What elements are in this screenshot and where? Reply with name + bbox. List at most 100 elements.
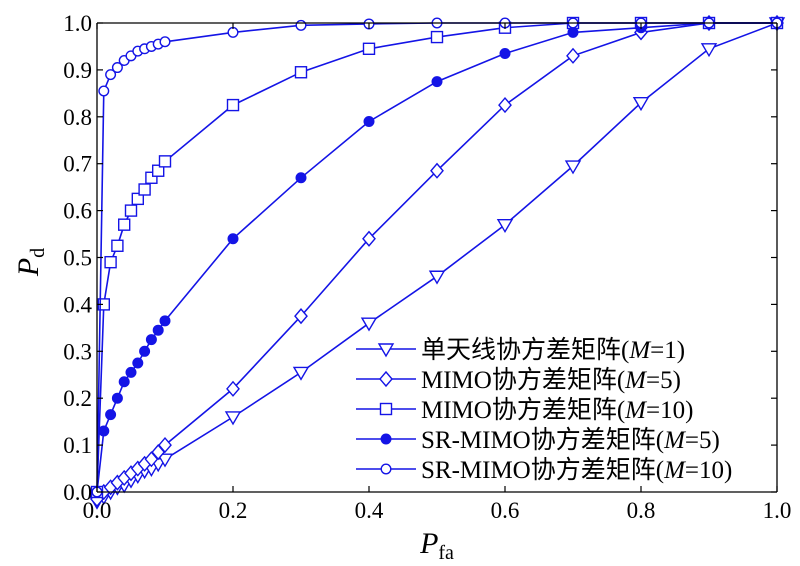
y-tick-label: 0.7 — [63, 152, 92, 177]
legend-label-post: =5) — [646, 367, 681, 394]
series-1-point — [496, 218, 514, 234]
x-tick-label: 0.0 — [83, 498, 112, 523]
series-5-point — [227, 26, 239, 38]
series-4-point — [125, 366, 137, 378]
legend-marker — [380, 433, 392, 445]
legend-item-5: SR-MIMO协方差矩阵(M=10) — [356, 456, 732, 484]
legend-label-var: M — [663, 457, 686, 484]
series-3-point — [138, 183, 151, 196]
legend-marker — [380, 463, 392, 475]
series-4-point — [111, 392, 123, 404]
series-4-point — [567, 26, 579, 38]
series-4 — [91, 17, 783, 498]
series-5-point — [98, 85, 110, 97]
series-1-point — [156, 453, 174, 468]
y-tick-label: 0.9 — [63, 58, 92, 83]
legend-label-var: M — [628, 337, 651, 364]
legend-label: SR-MIMO协方差矩阵(M=10) — [421, 456, 732, 484]
series-2-point — [294, 308, 308, 325]
y-axis-label-main: P — [12, 258, 45, 277]
series-3-point — [145, 171, 158, 184]
legend-marker — [379, 402, 393, 416]
series-4-point — [105, 409, 117, 421]
x-axis-label: Pfa — [419, 527, 454, 564]
y-tick-label: 1.0 — [63, 11, 92, 36]
y-axis-label-group: Pd — [12, 248, 49, 277]
series-4-point — [145, 334, 157, 346]
series-3-point — [104, 255, 117, 269]
series-2-point — [362, 230, 376, 247]
series-3-point — [117, 218, 131, 231]
y-tick-label: 0.6 — [63, 199, 92, 224]
y-tick-label: 0.4 — [63, 292, 92, 317]
legend-label: SR-MIMO协方差矩阵(M=5) — [421, 426, 720, 454]
series-2-point — [498, 96, 512, 114]
series-3-point — [124, 204, 138, 217]
series-1-point — [292, 366, 310, 381]
legend-label: 单天线协方差矩阵(M=1) — [421, 336, 685, 364]
series-4-point — [159, 315, 171, 327]
series-2-point — [158, 437, 172, 454]
series-1-point — [564, 160, 582, 175]
ticks-layer: 0.0 0.2 0.4 0.6 0.8 1.0 0.0 0.1 0.2 0.3 0.4 0.5 0.6 0… — [63, 11, 791, 523]
series-3-point — [111, 239, 124, 252]
legend-item-4: SR-MIMO协方差矩阵(M=5) — [356, 426, 720, 454]
series-4-point — [152, 324, 164, 336]
x-axis-label-main: P — [419, 527, 438, 560]
series-3 — [90, 16, 784, 499]
series-4-point — [98, 425, 110, 437]
x-tick-label: 0.4 — [355, 498, 384, 523]
legend-label-pre: 单天线协方差矩阵( — [421, 336, 629, 364]
series-2-point — [226, 380, 240, 397]
y-tick-label: 0.1 — [63, 433, 92, 458]
legend-label-post: =10) — [685, 457, 732, 484]
legend-label: MIMO协方差矩阵(M=5) — [421, 366, 681, 394]
y-tick-label: 0.5 — [63, 246, 92, 271]
series-4-point — [118, 376, 130, 388]
legend-label: MIMO协方差矩阵(M=10) — [421, 396, 693, 424]
y-tick-label: 0.2 — [63, 386, 92, 411]
y-tick-label: 0.8 — [63, 105, 92, 130]
x-axis-label-sub: fa — [438, 542, 454, 564]
x-tick-label: 0.8 — [627, 498, 656, 523]
series-3-point — [131, 192, 145, 206]
legend-label-post: =1) — [650, 337, 685, 364]
x-tick-label: 1.0 — [763, 498, 792, 523]
series-4-point — [499, 47, 511, 59]
legend-marker — [379, 370, 393, 388]
legend: 单天线协方差矩阵(M=1)MIMO协方差矩阵(M=5)MIMO协方差矩阵(M=1… — [356, 336, 732, 484]
y-tick-label: 0.0 — [63, 480, 92, 505]
y-axis-label: Pd — [12, 248, 49, 277]
series-5-point — [159, 36, 171, 48]
series-3-point — [226, 98, 240, 112]
legend-marker — [377, 343, 395, 358]
series-3-point — [362, 42, 376, 55]
series-4-point — [363, 115, 375, 127]
series-4-point — [139, 345, 151, 357]
x-tick-label: 0.2 — [219, 498, 248, 523]
series-3-point — [151, 164, 165, 177]
legend-item-1: 单天线协方差矩阵(M=1) — [356, 336, 685, 364]
legend-item-3: MIMO协方差矩阵(M=10) — [356, 396, 693, 424]
y-tick-label: 0.3 — [63, 339, 92, 364]
series-2-point — [566, 47, 580, 64]
legend-label-var: M — [624, 397, 647, 424]
series-1-point — [224, 411, 242, 426]
legend-label-pre: SR-MIMO协方差矩阵( — [421, 426, 664, 454]
series-5-point — [295, 19, 307, 31]
series-4-point — [295, 172, 307, 184]
legend-label-post: =10) — [646, 397, 693, 424]
legend-label-pre: MIMO协方差矩阵( — [421, 396, 625, 424]
series-5-point — [111, 62, 123, 74]
series-4-point — [227, 233, 239, 245]
series-2-point — [430, 162, 444, 179]
series-1-point — [428, 270, 446, 285]
y-axis-label-sub: d — [27, 248, 49, 258]
series-3-point — [294, 66, 308, 79]
legend-label-post: =5) — [685, 427, 720, 454]
legend-label-var: M — [663, 427, 686, 454]
series-1-point — [632, 97, 650, 112]
series-1-point — [360, 317, 378, 332]
series-5-point — [105, 69, 117, 81]
